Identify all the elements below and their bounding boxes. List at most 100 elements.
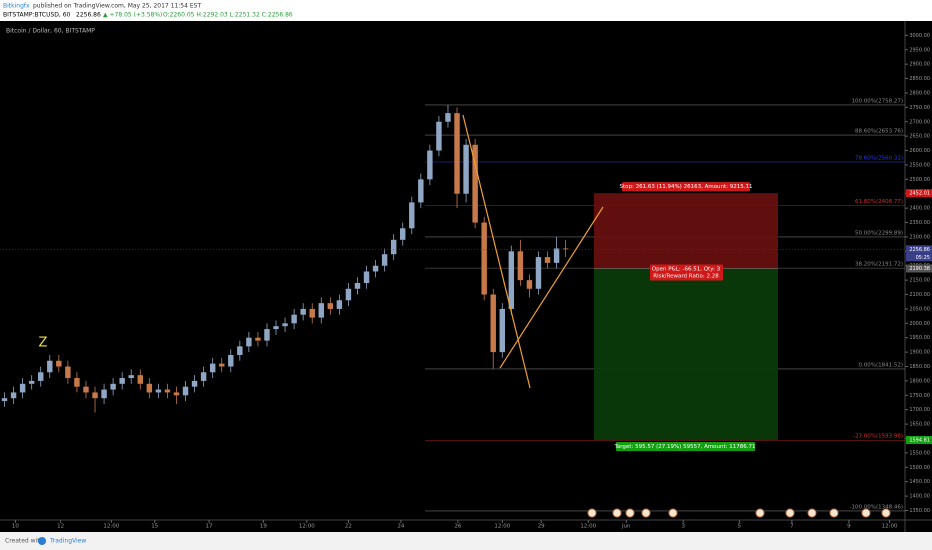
ohlc: O:2260.05 H:2292.03 L:2251.32 C:2256.86 [163, 12, 293, 19]
candle-body [119, 378, 125, 384]
candle-body [544, 257, 551, 263]
x-tick-label: 15 [151, 524, 158, 530]
y-tick-label: 1800.00 [909, 378, 930, 384]
x-tick-label: 24 [397, 524, 404, 530]
candle-body [390, 239, 397, 255]
event-icon [829, 508, 839, 518]
candle-body [155, 389, 162, 393]
x-tick-label: 12:00 [299, 524, 315, 530]
y-tick-label: 2500.00 [909, 177, 930, 183]
stop-tag-bg [906, 189, 932, 198]
published: published on TradingView.com, May 25, 20… [33, 3, 201, 10]
x-tick-label: 3 [682, 524, 686, 530]
target-label-bg [616, 442, 755, 452]
event-icon [807, 508, 817, 518]
x-tick-label: 12:00 [882, 524, 898, 530]
rr-label: Risk/Reward Ratio: 2.28 [653, 274, 719, 280]
candle-body [38, 372, 44, 381]
y-tick-label: 1750.00 [909, 393, 930, 399]
fib-label: 38.20%(2191.72) [855, 262, 903, 268]
target-label: Target: 595.57 (27.19%) 59557, Amount: 1… [613, 444, 755, 450]
candle-body [535, 257, 542, 289]
y-tick-label: 2400.00 [909, 206, 930, 212]
candle-body [418, 179, 424, 203]
x-tick-label: 12 [57, 524, 64, 530]
stop-label: Stop: 261.63 (11.94%) 26163, Amount: 921… [619, 184, 752, 190]
stop-tag: 2452.01 [909, 191, 930, 197]
candle-body [345, 288, 352, 301]
y-tick-label: 2300.00 [909, 234, 930, 240]
change: ▲ +78.05 (+3.58%) [103, 12, 162, 19]
candle-body [10, 392, 17, 399]
y-tick-label: 2950.00 [909, 47, 930, 53]
fib-label: 78.60%(2560.31) [855, 155, 903, 161]
candle-body [562, 248, 569, 250]
event-icon [755, 508, 765, 518]
y-tick-label: 2350.00 [909, 220, 930, 226]
entry-tag-bg [906, 264, 932, 273]
candle-body [191, 380, 198, 387]
y-tick-label: 2850.00 [909, 76, 930, 82]
event-icon [641, 508, 651, 518]
candle-body [436, 121, 442, 151]
y-tick-label: 1500.00 [909, 465, 930, 471]
y-tick-label: 2700.00 [909, 119, 930, 125]
candle-body [381, 254, 388, 266]
candle-body [291, 314, 297, 324]
candle-body [508, 251, 515, 309]
footer-bg [0, 532, 932, 550]
candle-body [481, 222, 487, 295]
fib-label: 50.00%(2299.89) [855, 230, 903, 236]
plot: 100.00%(2758.27) 88.60%(2653.76) 78.60%(25… [0, 98, 905, 512]
y-tick-label: 1950.00 [909, 335, 930, 341]
candle-body [372, 265, 379, 272]
candle-body [74, 378, 80, 387]
symbol: BITSTAMP:BTCUSD, 60 [3, 12, 71, 19]
candle-body [318, 303, 324, 318]
y-tick-label: 2800.00 [909, 90, 930, 96]
y-tick-label: 1900.00 [909, 350, 930, 356]
candle-body [336, 300, 343, 309]
y-tick-label: 1850.00 [909, 364, 930, 370]
fib-label: -27.00%(1593.98) [853, 434, 903, 440]
candle-body [409, 202, 415, 229]
candle-body [56, 360, 62, 367]
candle-body [92, 392, 98, 399]
chart-title: Bitcoin / Dollar, 60, BITSTAMP [6, 28, 95, 35]
y-tick-label: 2650.00 [909, 134, 930, 140]
candle-body [400, 228, 406, 240]
candle-body [490, 294, 496, 353]
candle-body [219, 363, 225, 367]
candle-body [327, 303, 334, 309]
entry-tag: 2190.38 [909, 266, 930, 272]
candle-body [264, 329, 270, 341]
y-tick-label: 2050.00 [909, 306, 930, 312]
last-price-tag: 2256.86 [909, 247, 930, 253]
x-tick-label: 12:00 [580, 524, 596, 530]
candle-body [146, 383, 153, 393]
candle-body [1, 398, 8, 402]
x-tick-label: 9 [847, 524, 851, 530]
footer-created: Created with [5, 538, 44, 545]
x-tick-label: 22 [345, 524, 352, 530]
y-tick-label: 2000.00 [909, 321, 930, 327]
last-price-tag-bg [906, 245, 932, 254]
candle-body [499, 308, 505, 353]
candle-body [363, 271, 370, 284]
candle-body [282, 323, 288, 327]
event-icon [625, 508, 635, 518]
event-icon [861, 508, 871, 518]
candle-body [553, 248, 560, 263]
x-tick-label: 26 [454, 524, 461, 530]
x-tick-label: 5 [738, 524, 742, 530]
target-zone [594, 268, 778, 441]
y-tick-label: 2150.00 [909, 278, 930, 284]
fib-label: 100.00%(2758.27) [851, 98, 903, 104]
y-tick-label: 1650.00 [909, 422, 930, 428]
stop-zone [594, 193, 778, 269]
footer-brand[interactable]: TradingView [49, 538, 86, 545]
y-tick-label: 3000.00 [909, 33, 930, 39]
fib-label: 61.80%(2408.77) [855, 199, 903, 205]
